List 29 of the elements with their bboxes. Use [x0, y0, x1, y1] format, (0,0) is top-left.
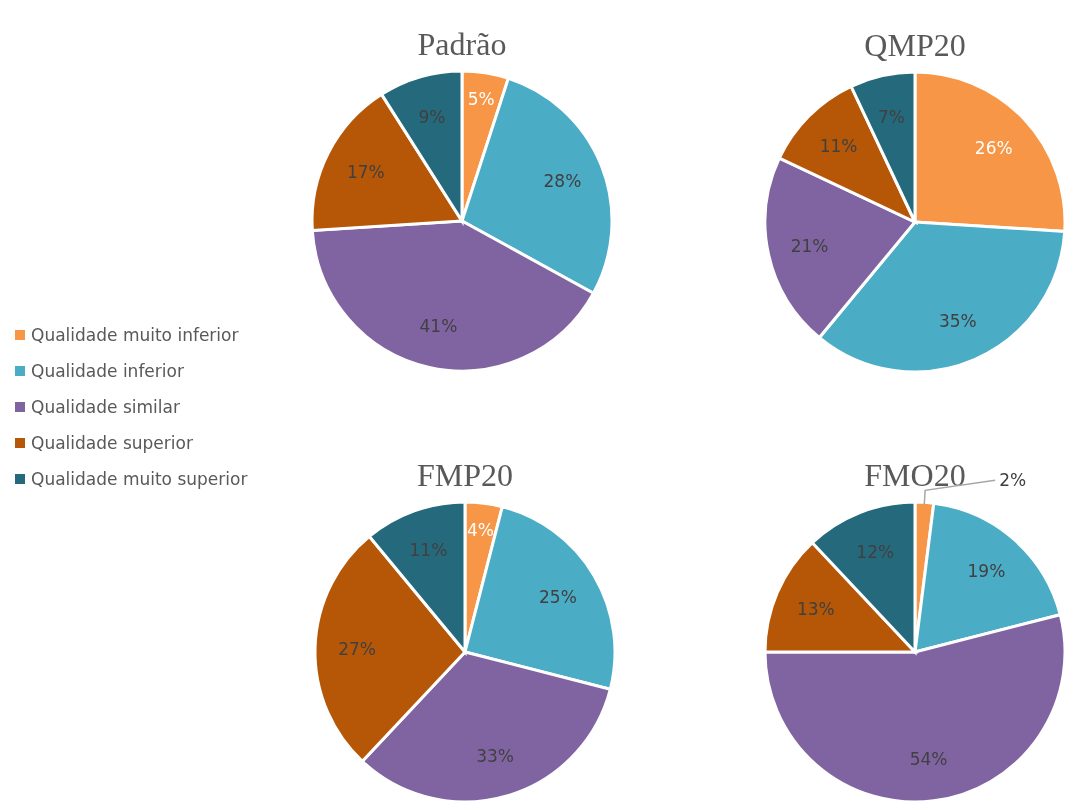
data-label: 19%: [967, 560, 1006, 581]
data-label: 54%: [909, 749, 948, 770]
data-label: 35%: [938, 311, 977, 332]
chart-title: QMP20: [864, 27, 966, 63]
data-label: 26%: [974, 138, 1013, 159]
chart-title: FMP20: [416, 457, 514, 493]
legend-label: Qualidade superior: [31, 432, 193, 453]
data-label: 11%: [409, 540, 448, 561]
data-label: 5%: [467, 89, 495, 110]
legend-label: Qualidade inferior: [31, 360, 184, 381]
data-label: 12%: [856, 541, 895, 562]
data-label: 27%: [338, 638, 376, 659]
chart-title: Padrão: [417, 26, 507, 62]
data-label: 28%: [543, 171, 582, 192]
chart-title: FMO20: [864, 457, 966, 493]
legend-label: Qualidade muito inferior: [31, 324, 239, 345]
data-label: 4%: [466, 519, 494, 540]
data-label: 13%: [796, 599, 835, 620]
data-label: 21%: [790, 235, 829, 256]
data-label: 9%: [418, 107, 446, 128]
data-label: 25%: [539, 586, 577, 607]
data-label: 11%: [819, 135, 858, 156]
legend-label: Qualidade muito superior: [31, 468, 248, 489]
data-label: 41%: [419, 316, 458, 337]
legend-label: Qualidade similar: [31, 396, 180, 417]
data-label: 2%: [999, 470, 1027, 491]
data-label: 33%: [476, 745, 515, 766]
data-label: 7%: [877, 106, 905, 127]
data-label: 17%: [346, 161, 385, 182]
